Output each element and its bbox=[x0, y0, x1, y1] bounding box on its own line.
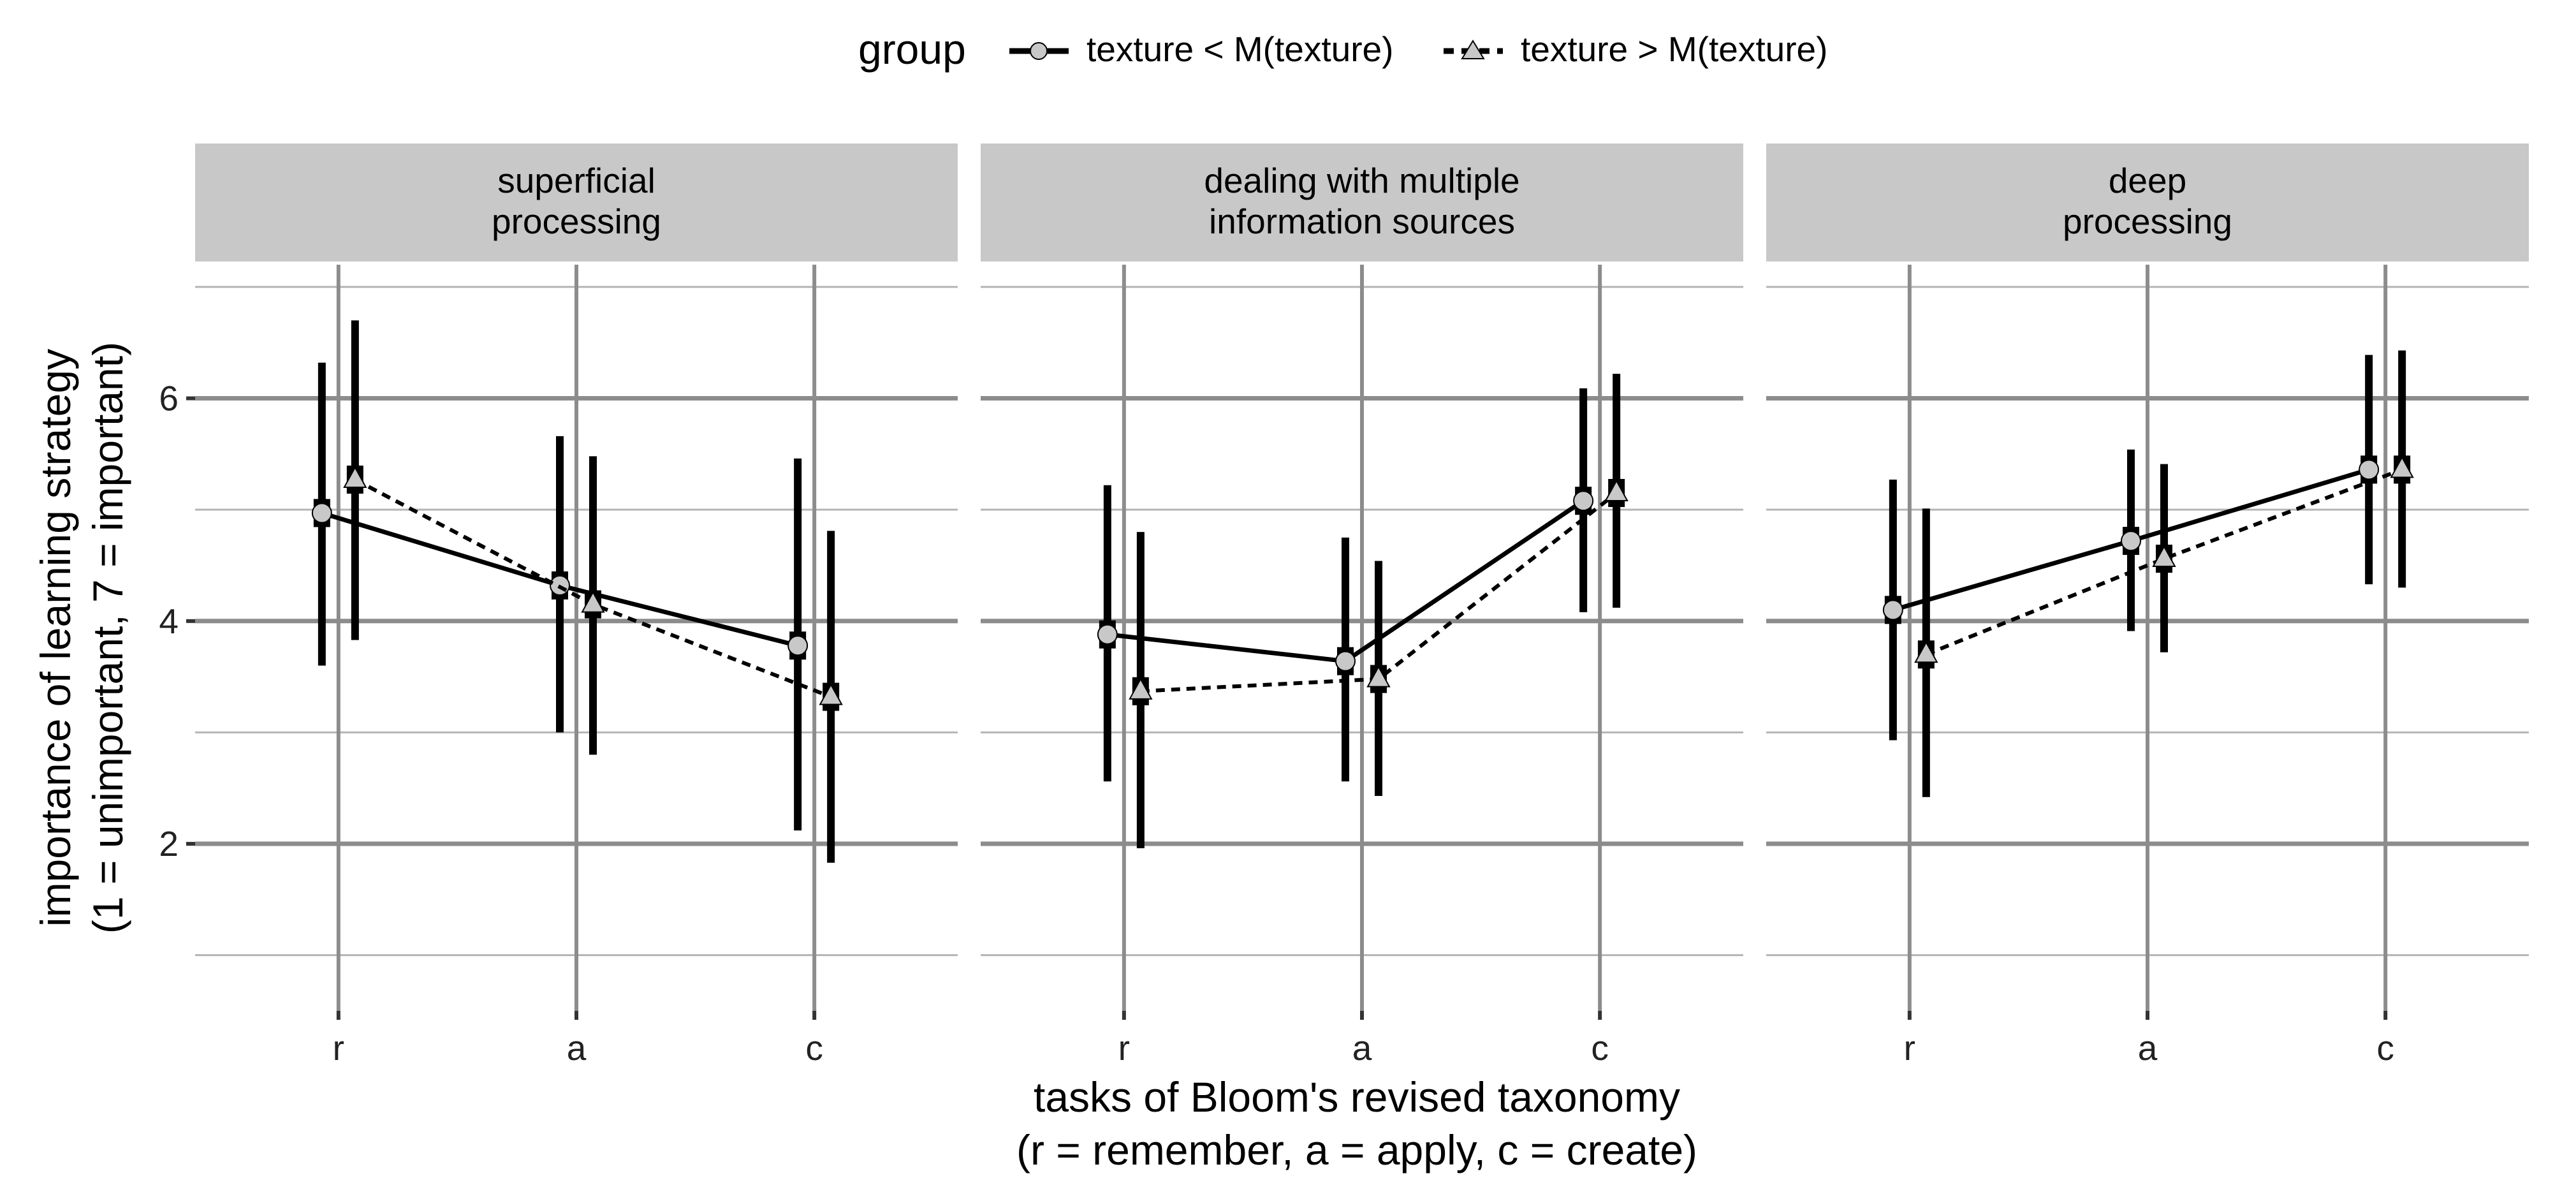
panel-title-line-1: dealing with multiple bbox=[1204, 161, 1519, 200]
y-tick-label: 6 bbox=[159, 379, 179, 418]
x-tick-label: a bbox=[1352, 1028, 1372, 1068]
legend-key-circle-marker bbox=[1030, 42, 1048, 60]
data-point-circle bbox=[2359, 459, 2380, 480]
data-point-triangle bbox=[2152, 545, 2176, 568]
data-point-circle bbox=[1097, 624, 1118, 645]
panel-title-line-2: processing bbox=[492, 202, 661, 241]
panel-title-line-2: information sources bbox=[1209, 202, 1515, 241]
x-tick-label: r bbox=[333, 1028, 344, 1068]
panel-title-line-1: deep bbox=[2109, 161, 2186, 200]
x-tick-label: c bbox=[1591, 1028, 1609, 1068]
panel-title-line-2: processing bbox=[2063, 202, 2232, 241]
x-tick-label: c bbox=[805, 1028, 823, 1068]
data-point-circle bbox=[2121, 531, 2141, 552]
panel-strip bbox=[195, 143, 958, 261]
panel-strip bbox=[1766, 143, 2529, 261]
data-point-triangle bbox=[819, 683, 843, 705]
legend-key-triangle-marker bbox=[1461, 40, 1485, 59]
data-point-triangle bbox=[1129, 677, 1153, 700]
y-tick-label: 4 bbox=[159, 601, 179, 641]
x-tick-label: r bbox=[1118, 1028, 1130, 1068]
data-point-circle bbox=[787, 635, 809, 656]
x-axis-title-line-1: tasks of Bloom's revised taxonomy bbox=[1034, 1073, 1680, 1121]
data-point-circle bbox=[1573, 490, 1594, 511]
panel-strip bbox=[981, 143, 1743, 261]
data-point-triangle bbox=[1604, 479, 1628, 501]
data-point-triangle bbox=[343, 466, 367, 489]
data-point-triangle bbox=[581, 591, 605, 613]
x-tick-label: r bbox=[1904, 1028, 1915, 1068]
x-tick-label: c bbox=[2376, 1028, 2394, 1068]
data-point-circle bbox=[1882, 600, 1903, 621]
y-axis-title: importance of learning strategy (1 = uni… bbox=[32, 342, 131, 934]
panel-title-line-1: superficial bbox=[497, 161, 655, 200]
legend: group texture < M(texture) texture > M(t… bbox=[858, 26, 1827, 73]
y-axis-title-line-1: importance of learning strategy bbox=[32, 349, 79, 927]
x-tick-label: a bbox=[567, 1028, 587, 1068]
y-tick-label: 2 bbox=[159, 824, 179, 864]
data-point-triangle bbox=[1914, 641, 1938, 663]
data-point-triangle bbox=[2390, 456, 2414, 478]
x-axis-title-line-2: (r = remember, a = apply, c = create) bbox=[1016, 1126, 1697, 1174]
x-tick-label: a bbox=[2138, 1028, 2158, 1068]
legend-entry-below-mean: texture < M(texture) bbox=[1087, 29, 1393, 69]
data-point-circle bbox=[1335, 651, 1356, 672]
data-point-circle bbox=[311, 503, 332, 524]
legend-entry-above-mean: texture > M(texture) bbox=[1521, 29, 1827, 69]
y-axis-title-line-2: (1 = unimportant, 7 = important) bbox=[84, 342, 131, 934]
data-point-triangle bbox=[1366, 665, 1391, 688]
legend-title: group bbox=[858, 26, 966, 73]
